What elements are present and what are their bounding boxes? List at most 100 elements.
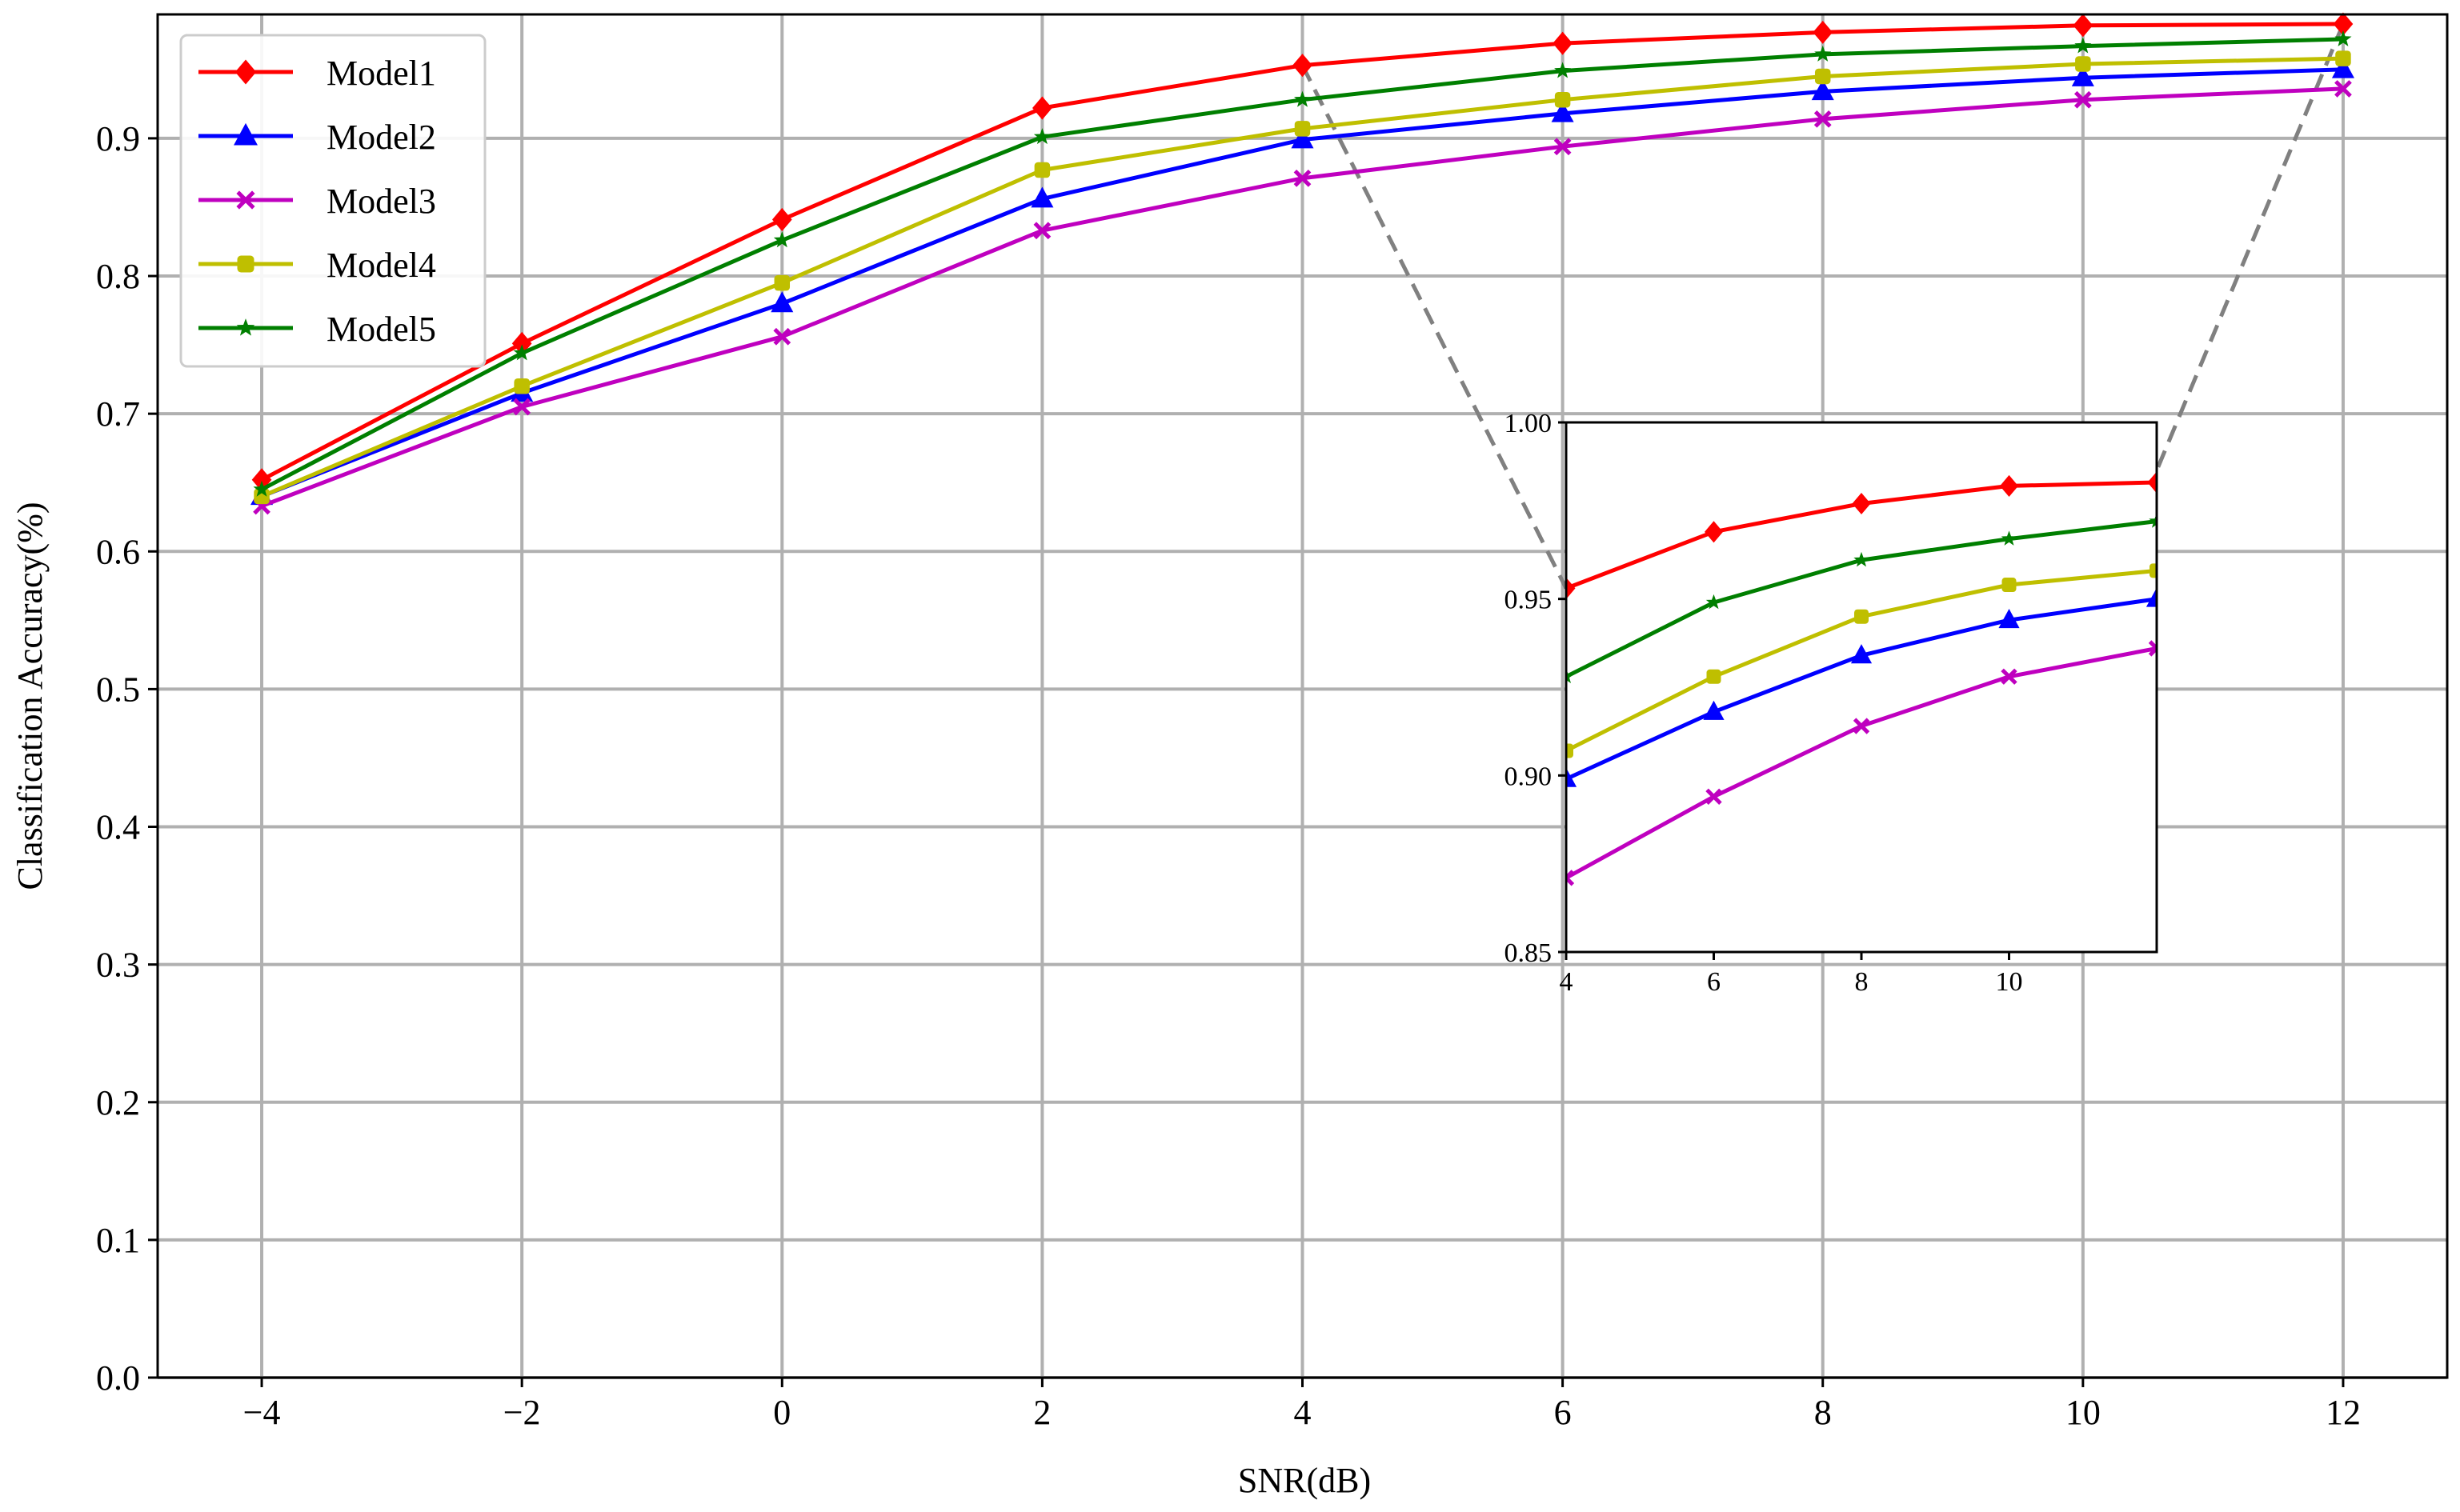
y-tick-label: 0.0 (96, 1358, 140, 1398)
data-point (2147, 471, 2157, 494)
data-point (1034, 162, 1051, 178)
y-tick-label: 0.2 (96, 1083, 140, 1122)
data-point (771, 207, 792, 232)
inset-x-tick-label: 4 (1560, 967, 1573, 997)
data-point (1033, 222, 1052, 240)
legend-label: Model5 (327, 310, 436, 349)
data-point (1814, 68, 1831, 85)
inset-y-tick-label: 0.90 (1504, 762, 1553, 791)
data-point (1705, 594, 1722, 610)
y-tick-label: 0.1 (96, 1221, 140, 1260)
y-tick-label: 0.9 (96, 119, 140, 158)
data-point (2148, 640, 2157, 657)
data-point (1031, 186, 1054, 208)
series-model4 (254, 50, 2351, 505)
legend-entry-model5: Model5 (198, 310, 436, 349)
data-point (2001, 530, 2017, 546)
x-tick-label: 12 (2326, 1393, 2361, 1432)
data-point (1813, 20, 1833, 44)
data-point (2334, 30, 2352, 46)
x-tick-label: −4 (243, 1393, 281, 1432)
data-point (1854, 609, 1869, 624)
data-point (1566, 577, 1576, 599)
y-tick-label: 0.4 (96, 808, 140, 847)
data-point (1554, 62, 1572, 78)
x-tick-label: −2 (503, 1393, 541, 1432)
data-point (2001, 578, 2017, 593)
data-point (774, 274, 791, 291)
data-point (1852, 492, 1871, 515)
inset-series-model2 (1566, 587, 2157, 787)
data-point (236, 318, 255, 336)
legend-entry-model2: Model2 (198, 118, 436, 157)
x-tick-label: 8 (1814, 1393, 1832, 1432)
legend-entry-model3: Model3 (198, 182, 436, 221)
data-point (1554, 91, 1571, 108)
data-point (2145, 587, 2157, 607)
data-point (1553, 138, 1572, 156)
data-point (253, 480, 270, 497)
data-point (2074, 37, 2092, 54)
legend-label: Model4 (327, 246, 436, 285)
data-point (513, 398, 531, 416)
data-point (1999, 474, 2019, 497)
data-point (1566, 870, 1575, 886)
legend: Model1 Model2 Model3 Model4 Model5 (179, 34, 487, 368)
data-point (234, 122, 258, 146)
inset-y-tick-label: 0.95 (1504, 586, 1553, 615)
y-tick-label: 0.5 (96, 670, 140, 709)
x-tick-label: 10 (2065, 1393, 2101, 1432)
series-model2 (250, 57, 2354, 506)
data-point (236, 190, 255, 210)
inset-series (1566, 471, 2157, 886)
y-tick-label: 0.8 (96, 257, 140, 296)
data-point (2149, 563, 2157, 578)
data-point (1566, 668, 1574, 683)
data-point (1998, 609, 2020, 629)
data-point (1853, 718, 1870, 734)
data-point (1294, 121, 1311, 137)
data-point (2149, 513, 2157, 528)
data-point (1706, 669, 1721, 684)
data-point (2001, 668, 2017, 685)
data-point (2335, 50, 2351, 66)
x-tick-label: 4 (1294, 1393, 1312, 1432)
data-point (514, 378, 530, 394)
data-point (1292, 54, 1312, 78)
y-tick-label: 0.6 (96, 532, 140, 571)
data-point (2075, 56, 2091, 72)
data-point (771, 291, 794, 313)
inset-x-tick-label: 10 (1996, 967, 2023, 997)
y-tick-label: 0.7 (96, 394, 140, 434)
inset-y-tick-label: 0.85 (1504, 938, 1553, 968)
data-point (1814, 45, 1832, 62)
axes: −4 −2 0 2 4 6 8 10 12 0.0 0.1 0.2 0.3 0.4 0.5 0.6 0.7 0.8… (96, 13, 2449, 1432)
data-point (237, 255, 254, 273)
legend-box (179, 34, 487, 368)
data-point (1813, 110, 1832, 128)
inset-x-tick-label: 6 (1707, 967, 1721, 997)
data-point (1850, 644, 1873, 664)
legend-entry-model4: Model4 (198, 246, 436, 285)
data-point (1705, 788, 1722, 805)
data-point (1293, 169, 1312, 187)
data-point (234, 59, 257, 85)
legend-label: Model3 (327, 182, 436, 221)
data-point (2073, 90, 2092, 109)
data-point (1566, 743, 1573, 758)
data-point (1551, 101, 1574, 122)
inset-series-model3 (1566, 640, 2157, 886)
data-point (1553, 31, 1573, 55)
inset-series-model5 (1566, 513, 2157, 683)
data-point (2071, 66, 2094, 86)
y-axis-label: Classification Accuracy(%) (10, 502, 50, 890)
x-tick-label: 6 (1554, 1393, 1572, 1432)
data-point (2331, 57, 2354, 78)
series-model5 (253, 30, 2352, 497)
data-point (1033, 128, 1051, 145)
series-model1 (251, 12, 2354, 492)
data-point (1291, 127, 1314, 149)
data-point (2334, 80, 2352, 98)
inset-series-model1 (1566, 471, 2157, 599)
